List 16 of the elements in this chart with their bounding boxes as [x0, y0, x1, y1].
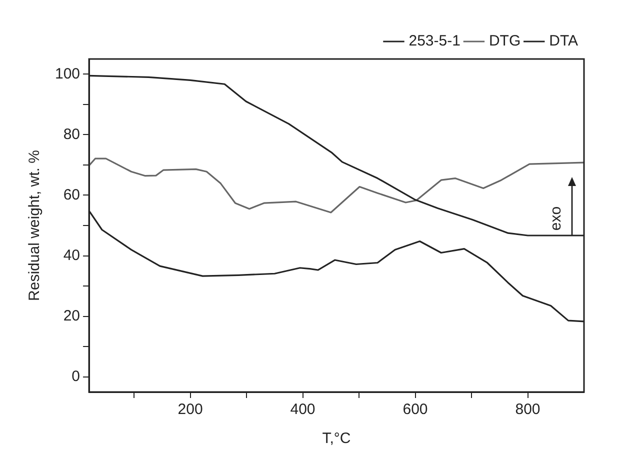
y-tick-label: 20 [63, 307, 80, 324]
legend-label: 253-5-1 [408, 32, 460, 50]
legend-label: DTG [488, 32, 521, 50]
y-axis-title: Residual weight, wt. % [26, 150, 44, 301]
x-tick-label: 200 [178, 401, 203, 418]
x-axis-title: T,°C [322, 430, 351, 448]
legend-label: DTA [549, 32, 578, 50]
y-tick-label: 60 [63, 186, 80, 204]
y-tick-label: 0 [72, 368, 80, 386]
x-tick-label: 600 [402, 401, 428, 418]
y-tick-label: 40 [63, 246, 80, 264]
y-tick-label: 100 [54, 65, 80, 82]
y-tick-label: 80 [63, 126, 80, 143]
annotation: exo [548, 206, 564, 231]
x-tick-label: 800 [515, 401, 540, 418]
x-tick-label: 400 [290, 401, 316, 418]
